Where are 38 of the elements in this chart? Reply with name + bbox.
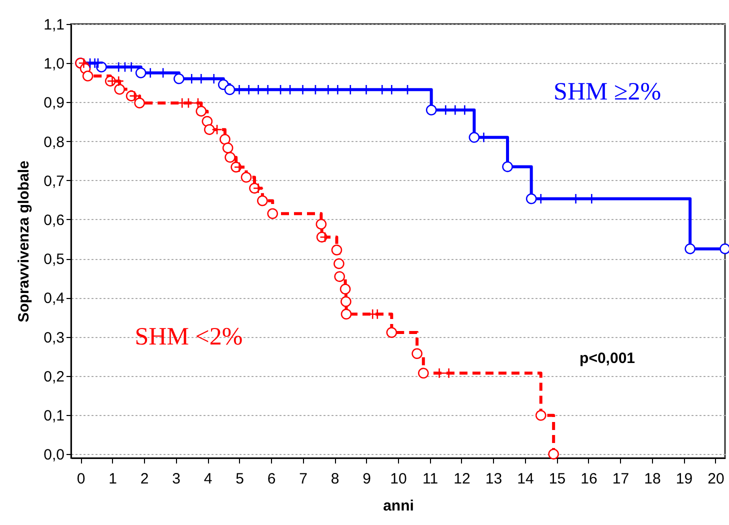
x-tick-label: 7 <box>299 470 308 488</box>
x-tick-label: 20 <box>708 470 724 488</box>
x-tick-label: 6 <box>267 470 276 488</box>
text: SHM ≥2% <box>554 78 662 106</box>
y-tick-label: 1,1 <box>44 16 64 34</box>
x-tick-label: 1 <box>108 470 117 488</box>
x-tick-label: 19 <box>676 470 693 488</box>
y-tick-label: 0,4 <box>44 290 64 308</box>
x-tick-label: 16 <box>580 470 598 488</box>
x-tick-label: 8 <box>330 470 340 488</box>
y-axis-title: Sopravvivenza globale <box>16 160 33 322</box>
x-tick-label: 3 <box>172 470 180 488</box>
x-axis-title: anni <box>383 498 414 514</box>
text: SHM <2% <box>134 323 243 350</box>
x-tick-label: 10 <box>390 470 407 488</box>
x-tick-label: 5 <box>236 470 244 488</box>
annotation: p<0,001 <box>580 350 636 368</box>
y-tick-label: 0,1 <box>44 407 64 424</box>
y-tick-label: 0,7 <box>44 172 64 190</box>
y-tick-label: 0,8 <box>44 134 64 151</box>
y-tick-label: 0,0 <box>44 446 64 464</box>
y-tick-label: 0,9 <box>44 94 64 112</box>
x-tick-label: 2 <box>140 470 149 488</box>
y-tick-label: 0,6 <box>44 212 64 229</box>
x-tick-label: 14 <box>517 470 534 488</box>
y-tick-label: 1,0 <box>44 56 64 73</box>
x-tick-label: 12 <box>454 470 470 488</box>
y-tick-label: 0,2 <box>44 368 64 386</box>
x-tick-label: 4 <box>204 470 212 488</box>
x-tick-label: 13 <box>485 470 502 488</box>
x-tick-label: 18 <box>644 470 661 488</box>
x-tick-label: 15 <box>548 470 566 488</box>
x-tick-label: 9 <box>362 470 371 488</box>
x-tick-label: 11 <box>422 470 438 488</box>
y-tick-label: 0,5 <box>44 251 64 268</box>
y-tick-label: 0,3 <box>44 329 64 346</box>
x-tick-label: 17 <box>612 470 630 488</box>
x-tick-label: 0 <box>76 470 86 488</box>
